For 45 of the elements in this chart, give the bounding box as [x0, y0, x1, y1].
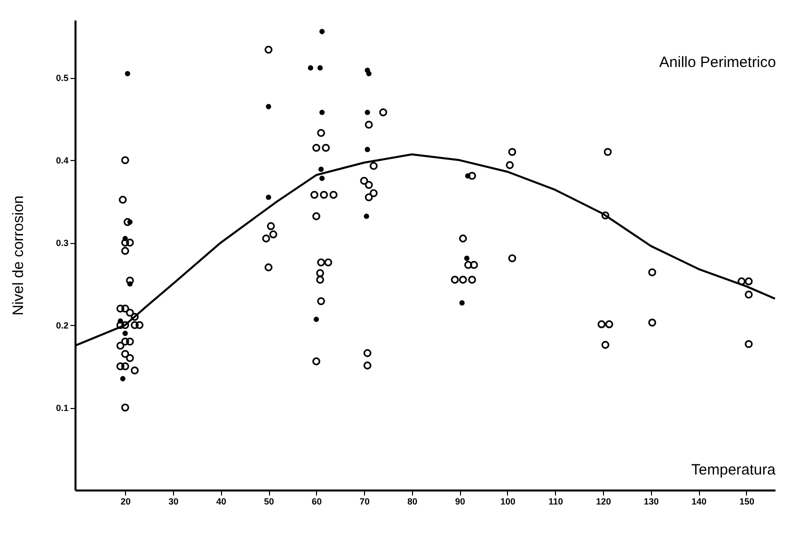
point — [465, 173, 470, 178]
x-tick-label: 80 — [407, 496, 418, 506]
point — [118, 318, 124, 324]
y-axis-title: Nivel de corrosion — [10, 195, 27, 316]
x-tick-label: 40 — [216, 496, 226, 506]
x-tick-label: 130 — [644, 496, 659, 506]
point — [124, 70, 130, 76]
x-tick-label: 50 — [264, 496, 274, 506]
point — [464, 256, 470, 261]
point — [127, 281, 133, 286]
y-tick-label: 0.3 — [56, 238, 68, 248]
x-tick-label: 90 — [455, 496, 466, 506]
point — [120, 376, 126, 382]
y-tick-label: 0.2 — [56, 320, 68, 331]
point — [314, 316, 319, 322]
y-tick-label: 0.5 — [56, 73, 68, 84]
point — [319, 28, 325, 34]
x-axis-title: Temperatura — [691, 462, 776, 478]
point — [319, 176, 325, 181]
point — [364, 146, 370, 152]
x-tick-label: 140 — [692, 496, 707, 506]
y-tick-label: 0.4 — [56, 156, 68, 166]
point — [317, 65, 323, 70]
x-tick-label: 70 — [360, 496, 370, 506]
x-tick-label: 60 — [312, 496, 322, 506]
point — [308, 65, 314, 70]
x-tick-label: 120 — [596, 496, 611, 506]
point — [318, 166, 324, 172]
x-tick-label: 110 — [548, 496, 563, 506]
text: Anillo Perimetrico — [659, 54, 776, 71]
point — [366, 70, 372, 76]
point — [364, 214, 370, 219]
point — [319, 110, 325, 115]
point — [459, 300, 465, 306]
point — [266, 104, 272, 110]
x-tick-label: 20 — [120, 496, 131, 506]
x-tick-label: 150 — [739, 496, 754, 506]
x-tick-label: 30 — [168, 496, 178, 506]
point — [266, 194, 272, 200]
x-tick-label: 100 — [500, 496, 516, 506]
point — [122, 236, 128, 242]
point — [364, 110, 370, 115]
y-tick-label: 0.1 — [56, 403, 68, 414]
point — [122, 330, 128, 336]
point — [127, 219, 133, 225]
